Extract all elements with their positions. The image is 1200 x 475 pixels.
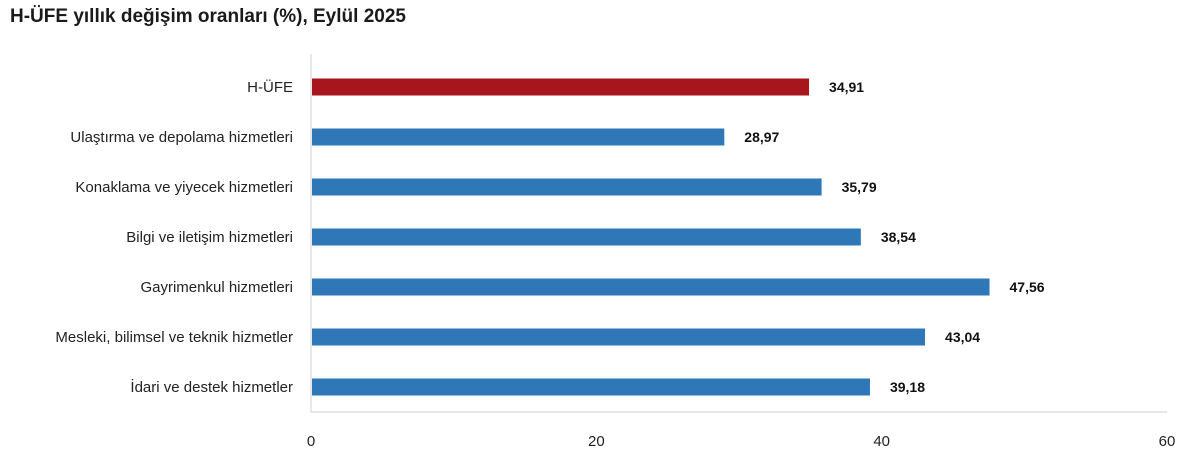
bar	[312, 378, 870, 396]
category-label: Gayrimenkul hizmetleri	[140, 279, 293, 296]
x-tick-label: 60	[1159, 433, 1176, 450]
value-labels: 34,91 28,97 35,79 38,54 47,56 43,04 39,18	[744, 79, 1044, 395]
category-label: Bilgi ve iletişim hizmetleri	[126, 229, 293, 246]
bar	[312, 328, 926, 346]
category-label: Mesleki, bilimsel ve teknik hizmetler	[55, 329, 293, 346]
bar	[312, 78, 810, 96]
data-label: 35,79	[842, 179, 877, 195]
data-label: 38,54	[881, 229, 916, 245]
category-label: Ulaştırma ve depolama hizmetleri	[70, 129, 293, 146]
bar	[312, 278, 990, 296]
bar	[312, 178, 822, 196]
data-label: 39,18	[890, 379, 925, 395]
bars	[312, 78, 990, 396]
x-tick-label: 40	[873, 433, 890, 450]
category-label: H-ÜFE	[247, 78, 293, 96]
data-label: 34,91	[829, 79, 864, 95]
x-tick-label: 0	[307, 433, 315, 450]
bar	[312, 128, 725, 146]
category-label: İdari ve destek hizmetler	[130, 378, 293, 396]
chart-title: H-ÜFE yıllık değişim oranları (%), Eylül…	[10, 6, 406, 27]
axes	[310, 54, 1167, 413]
bar	[312, 228, 861, 246]
data-label: 28,97	[744, 129, 779, 145]
data-label: 43,04	[945, 329, 980, 345]
category-label: Konaklama ve yiyecek hizmetleri	[75, 179, 293, 196]
x-tick-labels: 0 20 40 60	[307, 433, 1176, 450]
category-labels: H-ÜFE Ulaştırma ve depolama hizmetleri Kon…	[55, 78, 293, 396]
x-tick-label: 20	[588, 433, 605, 450]
data-label: 47,56	[1010, 279, 1045, 295]
